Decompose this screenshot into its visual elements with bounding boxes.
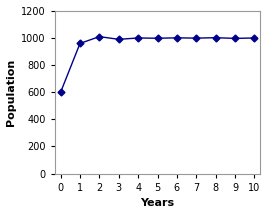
- Y-axis label: Population: Population: [5, 59, 16, 126]
- X-axis label: Years: Years: [141, 198, 175, 208]
